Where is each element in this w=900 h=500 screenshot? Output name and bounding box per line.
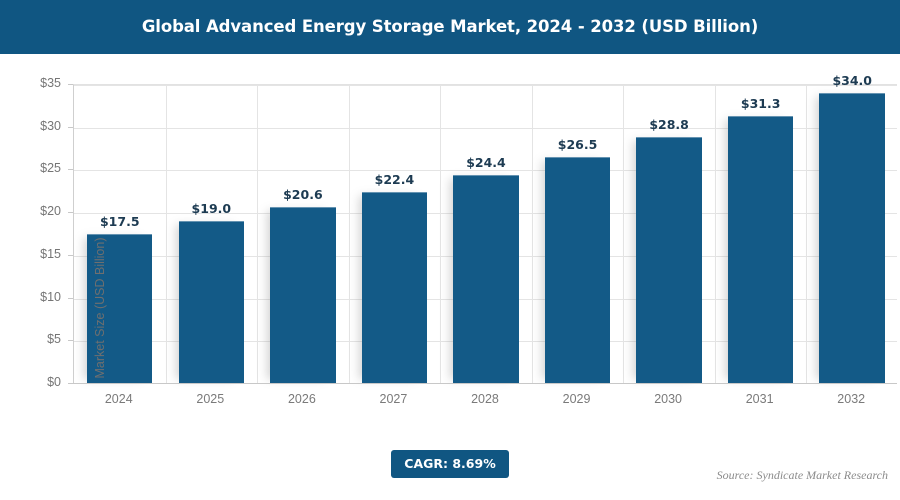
bar-value-label: $19.0 <box>191 200 232 216</box>
bar[interactable] <box>453 174 519 383</box>
gridline-vertical <box>257 85 259 383</box>
gridline-vertical <box>440 85 442 383</box>
bar-top-edge <box>178 220 245 222</box>
x-axis-tick-label: 2032 <box>837 392 866 406</box>
gridline-vertical <box>623 85 625 383</box>
gridline-vertical <box>348 85 350 383</box>
y-axis-tick-mark <box>68 383 73 384</box>
y-axis-tick-mark <box>68 254 73 256</box>
bar-slot: $31.3 <box>727 84 794 383</box>
title-band <box>0 0 900 54</box>
bar-slot: $17.5 <box>87 84 153 383</box>
y-axis-tick-label: $25 <box>40 161 61 176</box>
x-axis-tick-label: 2030 <box>654 392 682 406</box>
y-axis-tick-label: $35 <box>40 76 61 90</box>
bar-value-label: $31.3 <box>740 95 781 111</box>
bar[interactable] <box>819 92 885 383</box>
bar[interactable] <box>636 136 702 383</box>
bar[interactable] <box>727 115 794 383</box>
bar-top-edge <box>87 233 153 235</box>
bar-top-edge <box>636 136 702 138</box>
bar-value-label: $26.5 <box>557 136 598 152</box>
bar[interactable] <box>178 220 245 383</box>
y-axis-tick-label: $10 <box>40 289 61 304</box>
chart-title: Global Advanced Energy Storage Market, 2… <box>141 17 759 36</box>
bar-slot: $24.4 <box>453 84 519 383</box>
y-axis-tick-label: $15 <box>40 246 61 261</box>
gridline-vertical <box>165 85 167 383</box>
y-axis-tick-mark <box>68 297 73 299</box>
bar-slot: $19.0 <box>178 84 245 383</box>
y-axis-title: Market Size (USD Billion) <box>93 237 107 379</box>
bar-top-edge <box>819 92 885 94</box>
bar-top-edge <box>361 191 428 193</box>
gridline-vertical <box>714 85 716 383</box>
y-axis-tick-label: $30 <box>40 118 61 133</box>
bar-slot: $28.8 <box>636 84 702 383</box>
y-axis-tick-mark <box>68 340 73 342</box>
x-axis-tick-label: 2027 <box>379 392 408 406</box>
x-axis-tick-label: 2031 <box>745 392 774 406</box>
bar-top-edge <box>544 156 611 158</box>
gridline-horizontal <box>74 170 897 172</box>
x-axis-line <box>73 383 897 384</box>
source-note: Source: Syndicate Market Research <box>716 468 888 482</box>
bar-top-edge <box>453 174 519 176</box>
bar-value-label: $24.4 <box>466 154 506 170</box>
x-axis-tick-label: 2028 <box>471 392 499 406</box>
bar-value-label: $28.8 <box>649 116 689 132</box>
y-axis-tick-mark <box>68 212 73 214</box>
plot-area: $17.5 $19.0 $20.6 $22.4 $24.4 $26.5 $28.8 $31.3… <box>73 73 897 383</box>
gridline-vertical <box>531 85 533 383</box>
bar-slot: $26.5 <box>544 84 611 383</box>
x-axis-tick-label: 2026 <box>287 392 316 406</box>
gridline-vertical <box>806 85 808 383</box>
bar-value-label: $22.4 <box>374 171 415 187</box>
bar[interactable] <box>87 233 153 383</box>
gridline-horizontal <box>74 127 897 129</box>
bar-top-edge <box>270 207 336 209</box>
bar-value-label: $17.5 <box>99 213 140 229</box>
bar-value-label: $20.6 <box>283 187 323 203</box>
bar-slot: $20.6 <box>270 84 336 383</box>
bar-slot: $34.0 <box>819 73 885 383</box>
x-axis-tick-label: 2029 <box>562 392 591 406</box>
bar[interactable] <box>544 156 611 383</box>
bar[interactable] <box>361 191 428 383</box>
y-axis-tick-mark <box>68 84 73 85</box>
y-axis-tick-label: $20 <box>40 204 61 219</box>
x-axis-tick-label: 2024 <box>104 392 133 406</box>
bar-value-label: $34.0 <box>832 72 872 88</box>
y-axis-tick-mark <box>68 169 73 171</box>
x-axis-tick-label: 2025 <box>196 392 225 406</box>
y-axis-tick-label: $5 <box>47 332 61 347</box>
gridline-horizontal <box>74 85 897 86</box>
y-axis-tick-mark <box>68 126 73 128</box>
bar[interactable] <box>270 207 336 383</box>
y-axis-tick-label: $0 <box>47 375 61 389</box>
cagr-badge: CAGR: 8.69% <box>391 450 509 478</box>
bar-slot: $22.4 <box>361 84 428 383</box>
bar-top-edge <box>727 115 794 117</box>
